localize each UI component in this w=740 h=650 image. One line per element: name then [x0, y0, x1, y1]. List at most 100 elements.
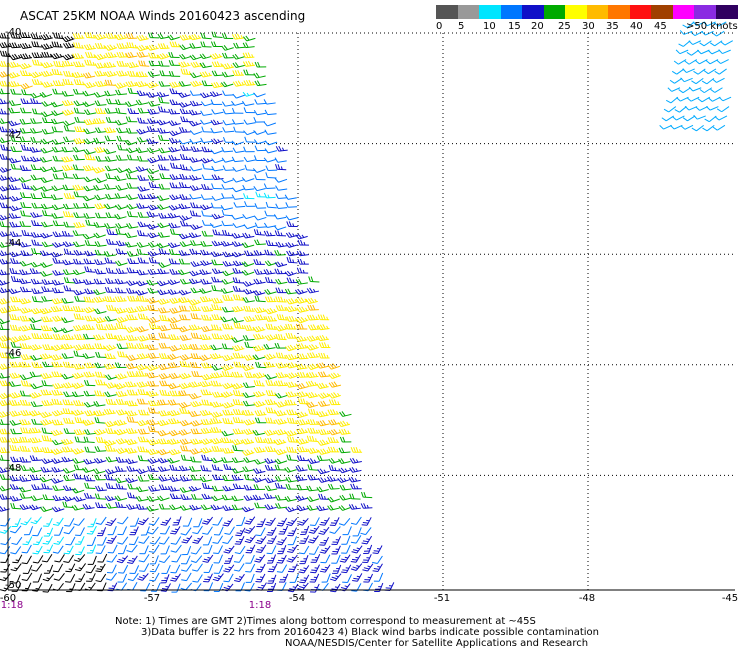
wind-barb	[200, 110, 213, 116]
wind-barb	[95, 323, 108, 331]
wind-barb	[284, 288, 297, 295]
wind-barb	[105, 173, 117, 180]
wind-barb	[136, 305, 149, 312]
wind-barb	[40, 419, 53, 426]
wind-barb	[52, 231, 65, 238]
wind-barb	[307, 464, 319, 471]
wind-barb	[148, 181, 160, 189]
wind-barb	[62, 241, 76, 248]
wind-barb	[274, 494, 287, 501]
wind-barb	[158, 147, 171, 154]
wind-barb	[169, 493, 182, 500]
wind-barb	[168, 409, 181, 417]
wind-barb	[115, 456, 128, 463]
wind-barb	[231, 33, 244, 40]
wind-barb	[73, 554, 86, 562]
wind-barb	[51, 344, 65, 352]
wind-barb	[135, 166, 149, 172]
wind-barb	[52, 173, 65, 180]
wind-barb	[159, 389, 171, 396]
wind-barb	[9, 410, 22, 417]
wind-barb	[200, 427, 213, 434]
wind-barb	[220, 316, 233, 323]
wind-barb	[275, 380, 288, 387]
wind-barb	[318, 493, 330, 500]
wind-barb	[42, 494, 54, 501]
wind-barb	[127, 87, 139, 95]
wind-barb	[285, 305, 298, 313]
wind-barb	[62, 203, 75, 210]
wind-barb	[75, 573, 86, 583]
wind-barb	[86, 544, 97, 554]
wind-barb	[31, 418, 43, 425]
wind-barb	[73, 344, 86, 351]
wind-barb	[19, 118, 32, 125]
wind-barb	[265, 517, 276, 526]
wind-barb	[83, 492, 96, 499]
wind-barb	[40, 186, 54, 192]
wind-barb	[285, 298, 299, 305]
wind-barb	[231, 305, 245, 313]
wind-barb	[41, 316, 53, 323]
wind-barb	[220, 240, 234, 247]
wind-barb	[0, 175, 11, 181]
wind-barb	[317, 439, 330, 446]
wind-barb	[126, 354, 139, 362]
wind-barb	[0, 428, 11, 435]
wind-barb	[9, 314, 21, 321]
wind-barb	[0, 193, 11, 200]
wind-barb	[707, 49, 721, 55]
wind-barb	[244, 535, 256, 544]
wind-barb	[210, 427, 223, 433]
wind-barb	[84, 59, 96, 66]
wind-barb	[351, 583, 362, 592]
wind-barb	[199, 409, 213, 417]
wind-barb	[139, 563, 150, 572]
wind-barb	[7, 176, 21, 183]
wind-barb	[294, 288, 308, 295]
wind-barb	[10, 146, 22, 152]
wind-barb	[253, 139, 267, 145]
wind-barb	[253, 117, 265, 123]
wind-barb	[181, 563, 192, 572]
wind-barb	[94, 100, 107, 107]
wind-barb	[188, 299, 202, 306]
wind-barb	[167, 382, 181, 390]
wind-barb	[61, 230, 74, 237]
wind-barb	[50, 477, 64, 484]
wind-barb	[244, 201, 256, 207]
wind-barb	[210, 504, 223, 511]
wind-barb	[189, 138, 202, 144]
wind-barb	[189, 90, 202, 96]
wind-barb	[263, 493, 276, 500]
wind-barb	[52, 257, 64, 264]
wind-barb	[136, 51, 149, 58]
wind-barb	[682, 68, 695, 74]
wind-barb	[179, 44, 192, 51]
wind-barb	[127, 492, 139, 499]
wind-barb	[51, 506, 65, 513]
wind-barb	[231, 251, 245, 258]
wind-barb	[52, 545, 64, 554]
wind-barb	[125, 173, 138, 180]
wind-barb	[31, 333, 43, 340]
wind-barb	[285, 323, 297, 330]
wind-barb	[328, 399, 341, 406]
wind-barb	[672, 115, 685, 121]
wind-barb	[264, 477, 278, 484]
wind-barb	[148, 544, 160, 553]
wind-barb	[316, 411, 329, 418]
wind-barb	[51, 287, 64, 294]
pass-time-center: 1:18	[248, 600, 272, 611]
wind-barb	[202, 526, 213, 535]
wind-barb	[126, 280, 139, 286]
wind-barb	[170, 564, 181, 574]
wind-barb	[114, 307, 127, 314]
lat-label-44s: -44	[5, 238, 22, 249]
wind-barb	[255, 527, 266, 537]
wind-barb	[52, 220, 65, 227]
wind-barb	[169, 504, 182, 511]
wind-barb	[157, 298, 171, 305]
wind-barb	[83, 185, 96, 192]
wind-barb	[178, 139, 192, 145]
